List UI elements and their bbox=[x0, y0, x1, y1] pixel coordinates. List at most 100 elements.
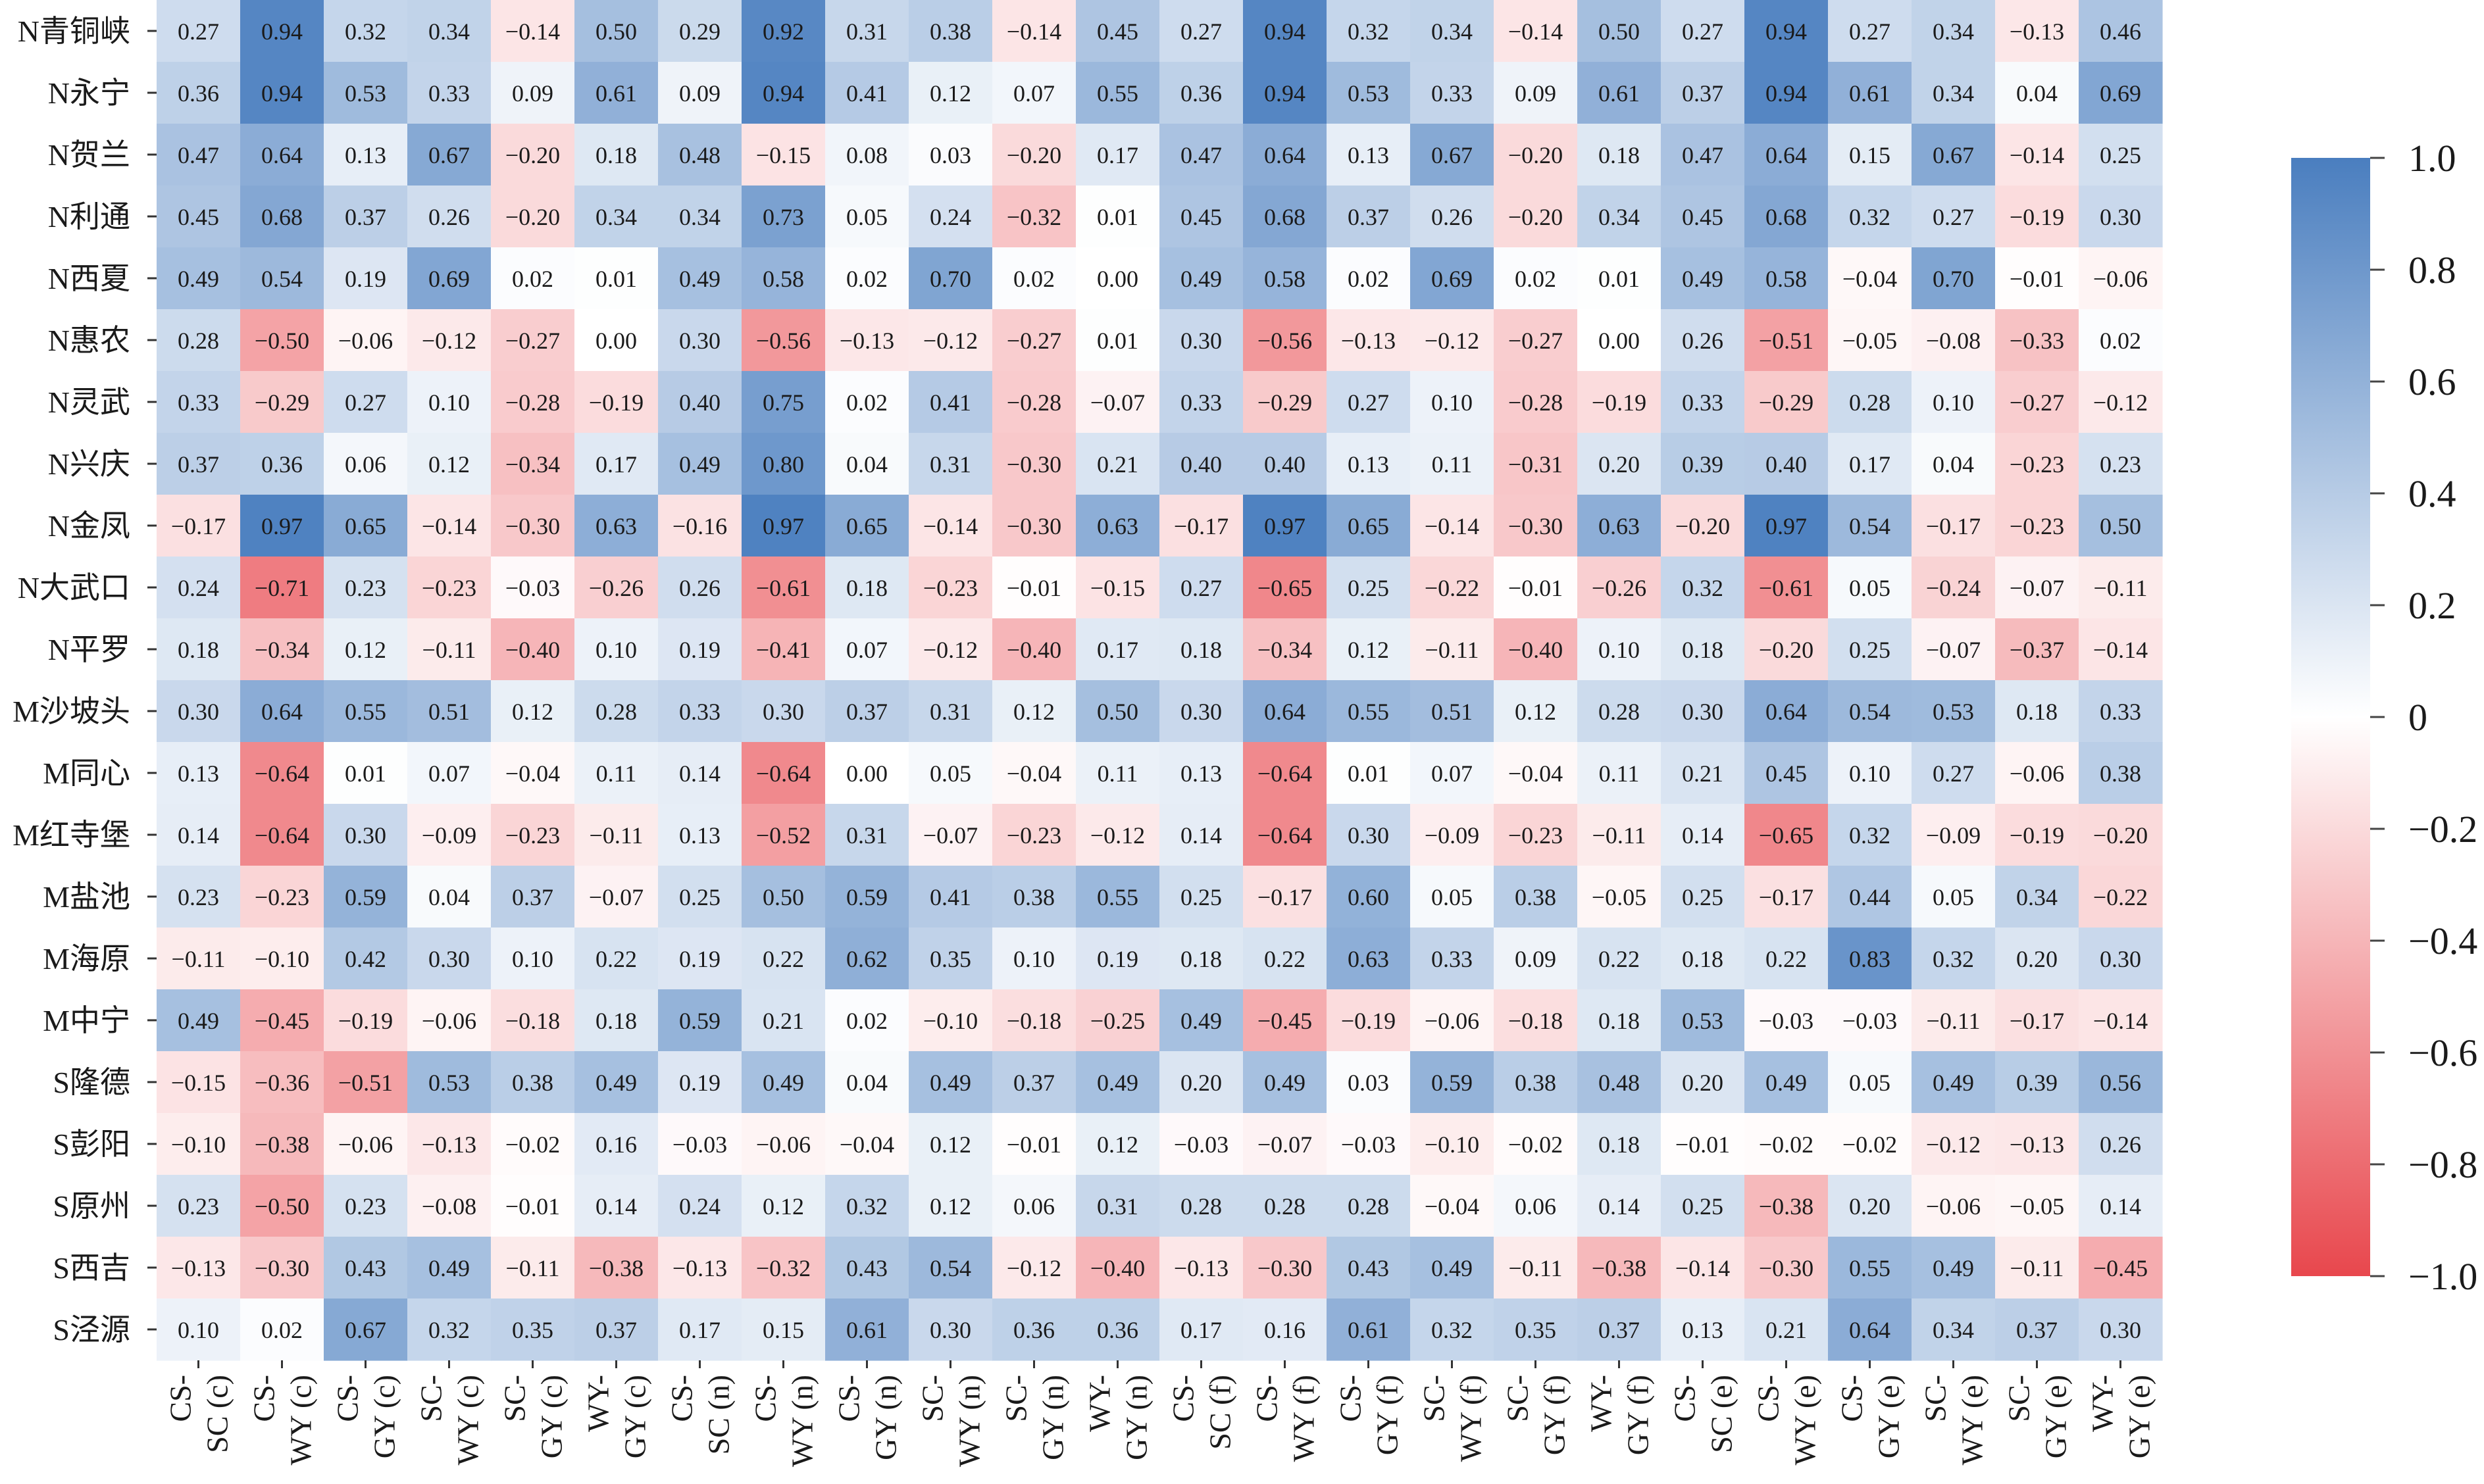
heatmap-cell bbox=[1159, 989, 1244, 1052]
heatmap-cell bbox=[574, 618, 659, 681]
cell-value-label: 0.58 bbox=[1264, 266, 1305, 292]
cell-value-label: 0.28 bbox=[1180, 1193, 1222, 1220]
heatmap-cell bbox=[407, 1298, 492, 1361]
heatmap-cell bbox=[2079, 124, 2163, 186]
heatmap-cell bbox=[1661, 804, 1745, 866]
cell-value-label: 0.64 bbox=[261, 699, 303, 725]
column-label: CS- bbox=[1668, 1375, 1702, 1422]
heatmap-cell bbox=[1661, 371, 1745, 433]
heatmap-cell bbox=[574, 371, 659, 433]
cell-value-label: 0.04 bbox=[846, 451, 888, 478]
heatmap-cell bbox=[407, 0, 492, 62]
cell-value-label: −0.04 bbox=[1425, 1193, 1479, 1220]
cell-value-label: 0.13 bbox=[1180, 760, 1222, 787]
cell-value-label: 0.49 bbox=[1765, 1070, 1807, 1096]
heatmap-cell bbox=[658, 1051, 742, 1114]
cell-value-label: 0.94 bbox=[1264, 80, 1305, 107]
row-label: N平罗 bbox=[48, 633, 130, 666]
cell-value-label: −0.06 bbox=[1425, 1008, 1479, 1034]
cell-value-label: −0.18 bbox=[1007, 1008, 1061, 1034]
heatmap-cell bbox=[1494, 556, 1578, 619]
heatmap-cell bbox=[658, 1298, 742, 1361]
cell-value-label: −0.03 bbox=[1842, 1008, 1897, 1034]
heatmap-cell bbox=[742, 866, 826, 928]
cell-value-label: 0.55 bbox=[1849, 1255, 1890, 1281]
heatmap-cell bbox=[1577, 866, 1661, 928]
cell-value-label: 0.10 bbox=[1933, 389, 1974, 416]
heatmap-cell bbox=[658, 62, 742, 124]
heatmap-cell bbox=[742, 62, 826, 124]
heatmap-cell bbox=[1995, 433, 2079, 495]
heatmap-cell bbox=[1410, 680, 1494, 743]
row-label: N贺兰 bbox=[48, 138, 130, 172]
cell-value-label: 0.64 bbox=[1765, 699, 1807, 725]
cell-value-label: 0.22 bbox=[1264, 946, 1305, 972]
heatmap-cell bbox=[240, 0, 324, 62]
cell-value-label: 0.28 bbox=[1849, 389, 1890, 416]
column-label: GY (c) bbox=[619, 1375, 652, 1458]
heatmap-cell bbox=[1243, 1113, 1327, 1175]
cell-value-label: 0.26 bbox=[1431, 204, 1473, 230]
cell-value-label: 0.37 bbox=[1598, 1317, 1640, 1343]
cell-value-label: −0.09 bbox=[422, 822, 476, 849]
cell-value-label: 0.28 bbox=[1348, 1193, 1389, 1220]
cell-value-label: −0.03 bbox=[672, 1131, 727, 1158]
cell-value-label: 0.04 bbox=[428, 884, 470, 910]
heatmap-cell bbox=[742, 433, 826, 495]
cell-value-label: −0.14 bbox=[923, 513, 978, 539]
heatmap-cell bbox=[1076, 866, 1160, 928]
heatmap-cell bbox=[2079, 618, 2163, 681]
cell-value-label: −0.12 bbox=[422, 328, 476, 354]
cell-value-label: −0.13 bbox=[840, 328, 894, 354]
heatmap-cell bbox=[407, 495, 492, 557]
cell-value-label: 0.18 bbox=[1598, 142, 1640, 168]
cell-value-label: −0.09 bbox=[1926, 822, 1981, 849]
cell-value-label: −0.11 bbox=[590, 822, 644, 849]
heatmap-cell bbox=[574, 247, 659, 310]
cell-value-label: 0.00 bbox=[846, 760, 888, 787]
heatmap-cell bbox=[157, 62, 241, 124]
colorbar-tick-label: 0 bbox=[2408, 696, 2427, 739]
cell-value-label: −0.08 bbox=[1926, 328, 1981, 354]
heatmap-cell bbox=[157, 1298, 241, 1361]
cell-value-label: 0.18 bbox=[846, 575, 888, 601]
heatmap-cell bbox=[1661, 742, 1745, 804]
heatmap-cell bbox=[742, 124, 826, 186]
cell-value-label: −0.14 bbox=[2093, 1008, 2148, 1034]
heatmap-cell bbox=[491, 186, 575, 248]
cell-value-label: 0.11 bbox=[1599, 760, 1640, 787]
cell-value-label: 0.01 bbox=[596, 266, 637, 292]
heatmap-cell bbox=[407, 186, 492, 248]
heatmap-cell bbox=[1661, 433, 1745, 495]
cell-value-label: 0.45 bbox=[1097, 18, 1138, 45]
heatmap-cell bbox=[1159, 928, 1244, 990]
heatmap-cell bbox=[1327, 433, 1411, 495]
heatmap-cell bbox=[909, 247, 993, 310]
heatmap-cell bbox=[1577, 1175, 1661, 1237]
heatmap-cell bbox=[1494, 186, 1578, 248]
cell-value-label: 0.07 bbox=[1013, 80, 1055, 107]
heatmap-cell bbox=[1076, 124, 1160, 186]
column-label: CS- bbox=[1752, 1375, 1785, 1422]
heatmap-cell bbox=[2079, 989, 2163, 1052]
cell-value-label: 0.67 bbox=[1933, 142, 1974, 168]
heatmap-cell bbox=[1577, 989, 1661, 1052]
heatmap-cell bbox=[1494, 124, 1578, 186]
row-label: S西吉 bbox=[53, 1251, 130, 1285]
cell-value-label: −0.20 bbox=[1508, 204, 1563, 230]
heatmap-cell bbox=[240, 433, 324, 495]
cell-value-label: 0.09 bbox=[1515, 80, 1556, 107]
column-label: SC (c) bbox=[201, 1375, 234, 1453]
cell-value-label: −0.26 bbox=[1592, 575, 1646, 601]
cell-value-label: −0.50 bbox=[255, 328, 309, 354]
cell-value-label: −0.11 bbox=[2094, 575, 2148, 601]
cell-value-label: 0.49 bbox=[1180, 266, 1222, 292]
cell-value-label: 0.23 bbox=[178, 1193, 219, 1220]
cell-value-label: 0.30 bbox=[679, 328, 721, 354]
cell-value-label: 0.73 bbox=[763, 204, 804, 230]
heatmap-cell bbox=[574, 1051, 659, 1114]
heatmap-cell bbox=[825, 1237, 909, 1299]
heatmap-cell bbox=[909, 928, 993, 990]
heatmap-cell bbox=[324, 1298, 408, 1361]
heatmap-cell bbox=[1410, 371, 1494, 433]
